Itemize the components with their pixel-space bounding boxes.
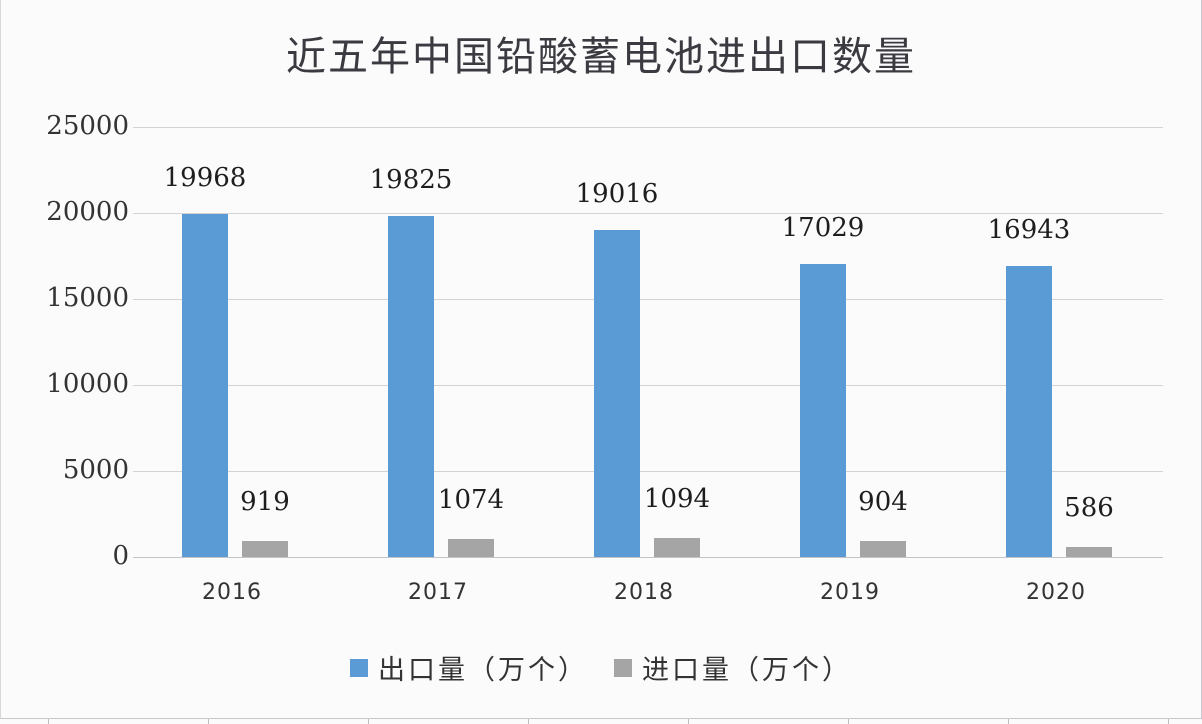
y-axis-tick-label: 25000: [46, 111, 129, 141]
data-label-export-2016: 19968: [163, 162, 247, 193]
legend-item-export[interactable]: 出口量（万个）: [350, 648, 588, 687]
gridline-5000: [133, 471, 1163, 472]
legend-swatch-export-icon: [350, 658, 368, 677]
bar-import-2018[interactable]: [654, 538, 700, 557]
data-label-export-2020: 16943: [987, 214, 1071, 245]
x-axis-tick-label: 2019: [820, 580, 880, 605]
chart-title: 近五年中国铅酸蓄电池进出口数量: [286, 34, 916, 80]
data-label-import-2018: 1094: [643, 484, 711, 515]
bar-export-2019[interactable]: [800, 264, 846, 557]
y-axis-tick-label: 15000: [46, 283, 129, 313]
data-label-export-2018: 19016: [575, 178, 659, 209]
x-axis-tick-label: 2020: [1026, 580, 1086, 605]
bar-import-2017[interactable]: [448, 538, 494, 557]
bar-import-2020[interactable]: [1066, 546, 1112, 557]
x-axis-tick-label: 2018: [614, 580, 674, 605]
y-axis-tick-label: 20000: [46, 197, 129, 227]
data-label-import-2020: 586: [1064, 492, 1114, 523]
bar-import-2019[interactable]: [860, 541, 906, 557]
gridline-25000: [133, 127, 1163, 128]
gridline-15000: [133, 299, 1163, 300]
bar-export-2018[interactable]: [594, 229, 640, 557]
x-axis-tick-label: 2016: [202, 580, 262, 605]
data-label-export-2017: 19825: [369, 165, 453, 195]
legend-label-import: 进口量（万个）: [642, 655, 852, 686]
data-label-export-2019: 17029: [781, 213, 865, 244]
bottom-ruler-ticks: [0, 719, 1202, 724]
x-axis-tick-label: 2017: [408, 580, 468, 605]
legend-item-import[interactable]: 进口量（万个）: [614, 648, 852, 687]
data-label-import-2017: 1074: [437, 484, 505, 515]
y-axis-tick-label: 10000: [46, 369, 129, 399]
legend: 出口量（万个） 进口量（万个）: [0, 648, 1202, 687]
bar-export-2016[interactable]: [182, 213, 228, 557]
data-label-import-2016: 919: [240, 487, 290, 518]
gridline-10000: [133, 385, 1163, 386]
plot-area: 0 5000 10000 15000 20000 25000 19968 919 19825 10…: [46, 111, 1163, 571]
legend-label-export: 出口量（万个）: [378, 655, 588, 686]
data-label-import-2019: 904: [858, 487, 908, 518]
gridline-0: [133, 557, 1163, 558]
bar-export-2017[interactable]: [388, 216, 434, 557]
y-axis-tick-label: 5000: [62, 455, 129, 485]
bar-export-2020[interactable]: [1006, 265, 1052, 557]
bar-import-2016[interactable]: [242, 541, 288, 557]
y-axis-tick-label: 0: [112, 541, 129, 571]
legend-swatch-import-icon: [614, 658, 632, 677]
gridline-20000: [133, 213, 1163, 214]
